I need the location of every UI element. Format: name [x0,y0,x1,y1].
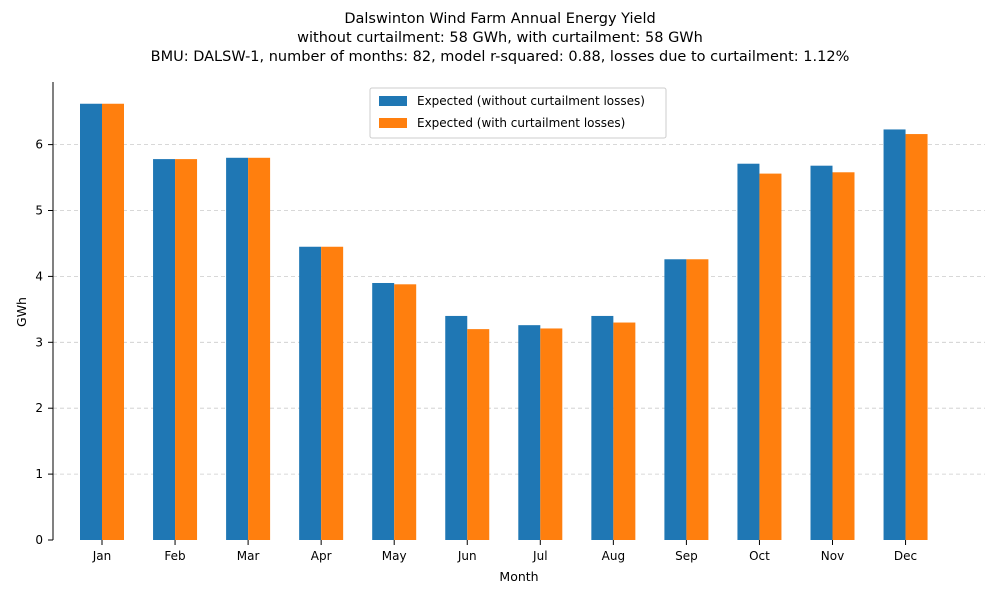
x-tick-label: Jul [532,549,547,563]
bar [613,322,636,540]
legend-frame [369,87,667,139]
bar [226,157,249,540]
bar [883,129,906,540]
bar [321,246,344,540]
legend-label-without-curtailment: Expected (without curtailment losses) [417,94,645,108]
y-tick-label: 5 [35,204,43,218]
y-axis-label: GWh [14,297,29,327]
bars [80,103,928,541]
bar [832,172,855,540]
bar [518,325,541,540]
y-tick-label: 3 [35,335,43,349]
bar [445,315,468,540]
y-tick-label: 4 [35,269,43,283]
bar [759,173,782,540]
bar [80,103,102,540]
legend-label-with-curtailment: Expected (with curtailment losses) [417,116,625,130]
title-line-3: BMU: DALSW-1, number of months: 82, mode… [151,49,850,65]
x-tick-label: Jun [457,549,477,563]
x-tick-label: Aug [602,549,625,563]
bar [664,259,687,540]
bar [737,163,760,541]
y-axis-ticks: 0 1 2 3 4 5 6 [35,138,53,547]
x-tick-label: Mar [237,549,260,563]
bar [467,329,490,540]
x-tick-label: Oct [749,549,770,563]
bar [299,246,322,540]
x-tick-label: Feb [164,549,185,563]
legend: Expected (without curtailment losses) Ex… [369,87,667,139]
bar [248,157,271,540]
bar [394,284,417,540]
bar [372,282,395,540]
bar [686,259,709,540]
x-tick-label: Dec [894,549,917,563]
x-tick-label: Jan [92,549,112,563]
y-tick-label: 1 [35,467,43,481]
bar [810,165,833,541]
chart-title: Dalswinton Wind Farm Annual Energy Yield… [151,11,850,65]
x-tick-label: Apr [311,549,332,563]
x-axis-label: Month [499,569,538,584]
x-tick-label: Sep [675,549,698,563]
bar [102,103,124,540]
title-line-1: Dalswinton Wind Farm Annual Energy Yield [344,11,655,27]
bar [591,315,614,540]
x-tick-label: May [382,549,407,563]
y-tick-label: 6 [35,138,43,152]
bar [540,328,563,540]
title-line-2: without curtailment: 58 GWh, with curtai… [297,30,703,46]
legend-swatch-without-curtailment [379,96,407,106]
y-tick-label: 0 [35,533,43,547]
x-tick-label: Nov [821,549,844,563]
y-tick-label: 2 [35,401,43,415]
bar [905,134,928,540]
bar [175,159,198,540]
x-axis-ticks: Jan Feb Mar Apr May Jun Jul Aug Sep Oct Nov Dec [92,540,917,563]
legend-swatch-with-curtailment [379,118,407,128]
bar [153,159,176,540]
